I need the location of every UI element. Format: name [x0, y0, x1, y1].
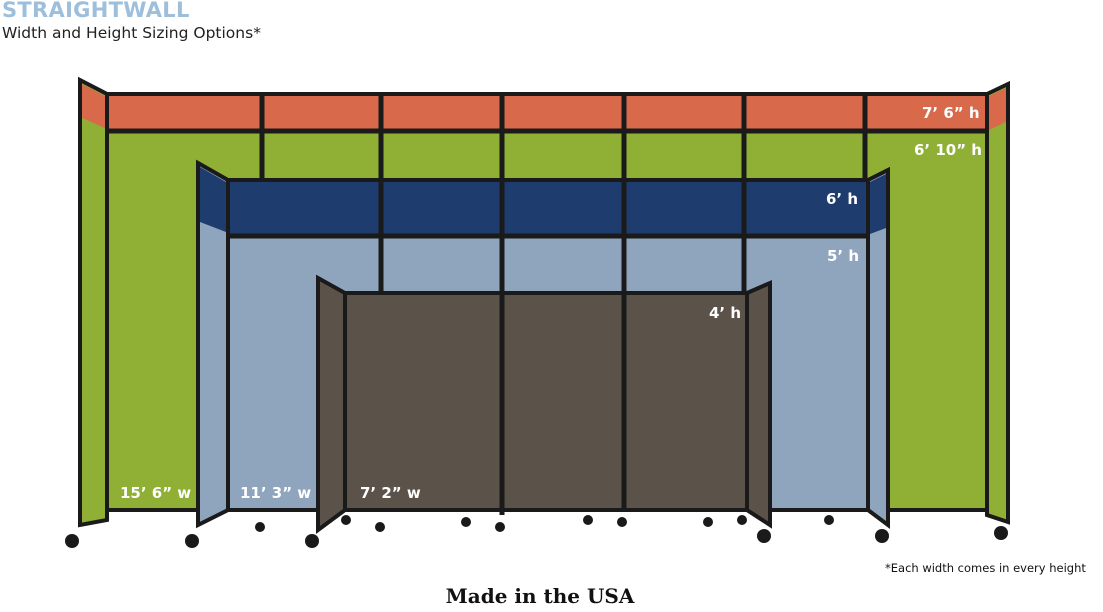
subtitle: Width and Height Sizing Options*: [2, 24, 261, 42]
height-label-5: 5’ h: [827, 247, 860, 265]
height-label-4: 4’ h: [709, 304, 742, 322]
width-label-7-2: 7’ 2” w: [360, 484, 421, 502]
wall-small: [316, 274, 772, 534]
width-label-15-6: 15’ 6” w: [120, 484, 192, 502]
tagline: Made in the USA: [445, 584, 635, 608]
height-label-6-10: 6’ 10” h: [914, 141, 982, 159]
casters: [65, 515, 1008, 548]
height-label-6: 6’ h: [826, 190, 859, 208]
height-label-7-6: 7’ 6” h: [922, 104, 980, 122]
footnote: *Each width comes in every height: [885, 561, 1086, 575]
width-label-11-3: 11’ 3” w: [240, 484, 312, 502]
brand-title: STRAIGHTWALL: [2, 0, 190, 22]
